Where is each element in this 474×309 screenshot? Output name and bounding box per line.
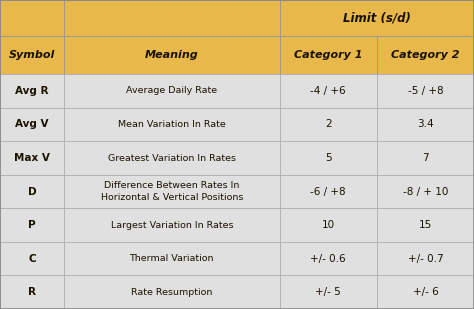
Text: Difference Between Rates In
Horizontal & Vertical Positions: Difference Between Rates In Horizontal &…	[100, 181, 243, 202]
Bar	[280, 175, 377, 208]
Text: 2: 2	[325, 120, 331, 129]
Text: C: C	[28, 254, 36, 264]
Bar	[0, 242, 64, 275]
Text: -5 / +8: -5 / +8	[408, 86, 443, 96]
Text: +/- 6: +/- 6	[412, 287, 438, 297]
Bar	[0, 175, 64, 208]
Text: D: D	[27, 187, 36, 197]
Text: -4 / +6: -4 / +6	[310, 86, 346, 96]
Bar	[0, 275, 64, 309]
Bar	[0, 74, 64, 108]
Bar	[64, 0, 280, 36]
Text: 3.4: 3.4	[417, 120, 434, 129]
Text: 7: 7	[422, 153, 428, 163]
Bar	[377, 275, 474, 309]
Text: Greatest Variation In Rates: Greatest Variation In Rates	[108, 154, 236, 163]
Text: Thermal Variation: Thermal Variation	[129, 254, 214, 263]
Text: 5: 5	[325, 153, 331, 163]
Bar	[64, 275, 280, 309]
Bar	[377, 74, 474, 108]
Text: Limit (s/d): Limit (s/d)	[343, 11, 411, 24]
Text: Symbol: Symbol	[9, 50, 55, 60]
Text: -8 / + 10: -8 / + 10	[403, 187, 448, 197]
Text: P: P	[28, 220, 36, 230]
Text: Average Daily Rate: Average Daily Rate	[126, 87, 218, 95]
Text: Avg V: Avg V	[15, 120, 49, 129]
Text: Mean Variation In Rate: Mean Variation In Rate	[118, 120, 226, 129]
Text: +/- 0.6: +/- 0.6	[310, 254, 346, 264]
Text: Avg R: Avg R	[15, 86, 49, 96]
Bar	[0, 108, 64, 141]
Text: -6 / +8: -6 / +8	[310, 187, 346, 197]
Bar	[280, 242, 377, 275]
Bar	[280, 108, 377, 141]
Text: 10: 10	[322, 220, 335, 230]
Bar	[377, 36, 474, 74]
Bar	[64, 141, 280, 175]
Bar	[377, 208, 474, 242]
Bar	[377, 242, 474, 275]
Bar	[280, 0, 474, 36]
Bar	[0, 141, 64, 175]
Text: +/- 0.7: +/- 0.7	[408, 254, 443, 264]
Text: Rate Resumption: Rate Resumption	[131, 288, 212, 297]
Bar	[0, 0, 64, 36]
Bar	[64, 175, 280, 208]
Bar	[64, 208, 280, 242]
Bar	[280, 36, 377, 74]
Text: Category 1: Category 1	[294, 50, 363, 60]
Bar	[280, 275, 377, 309]
Text: +/- 5: +/- 5	[315, 287, 341, 297]
Bar	[280, 74, 377, 108]
Bar	[377, 108, 474, 141]
Text: 15: 15	[419, 220, 432, 230]
Bar	[0, 36, 64, 74]
Bar	[64, 36, 280, 74]
Bar	[280, 208, 377, 242]
Bar	[64, 74, 280, 108]
Bar	[64, 242, 280, 275]
Bar	[64, 108, 280, 141]
Text: Max V: Max V	[14, 153, 50, 163]
Bar	[377, 141, 474, 175]
Bar	[280, 141, 377, 175]
Text: R: R	[28, 287, 36, 297]
Text: Category 2: Category 2	[391, 50, 460, 60]
Text: Meaning: Meaning	[145, 50, 199, 60]
Bar	[0, 208, 64, 242]
Text: Largest Variation In Rates: Largest Variation In Rates	[110, 221, 233, 230]
Bar	[377, 175, 474, 208]
